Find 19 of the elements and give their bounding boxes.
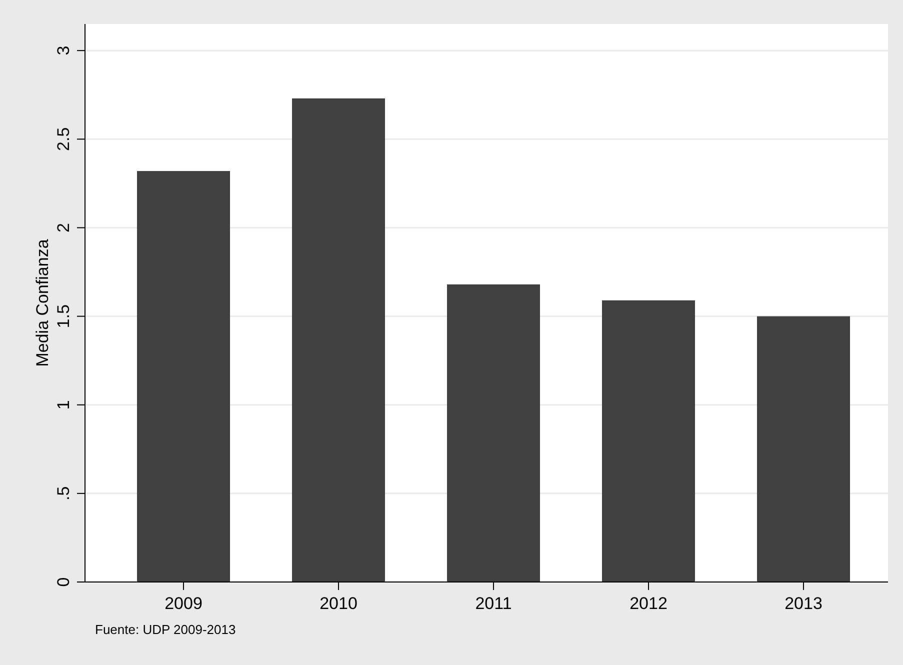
bar xyxy=(602,300,695,582)
y-tick-label: 0 xyxy=(54,577,73,587)
x-tick-label: 2012 xyxy=(630,594,668,613)
bar xyxy=(292,98,385,582)
y-tick-label: 2.5 xyxy=(54,127,73,151)
y-tick-label: .5 xyxy=(54,486,73,501)
y-tick-label: 2 xyxy=(54,222,73,232)
bar xyxy=(757,316,850,582)
y-axis-title: Media Confianza xyxy=(33,238,52,367)
x-tick-label: 2013 xyxy=(784,594,822,613)
y-tick-label: 3 xyxy=(54,46,73,56)
source-note: Fuente: UDP 2009-2013 xyxy=(95,622,236,637)
x-tick-label: 2011 xyxy=(475,594,512,613)
y-tick-label: 1.5 xyxy=(54,304,73,328)
x-tick-label: 2009 xyxy=(164,594,202,613)
x-tick-label: 2010 xyxy=(320,594,358,613)
bar xyxy=(447,284,540,582)
bar xyxy=(137,171,230,582)
y-tick-label: 1 xyxy=(54,400,73,410)
